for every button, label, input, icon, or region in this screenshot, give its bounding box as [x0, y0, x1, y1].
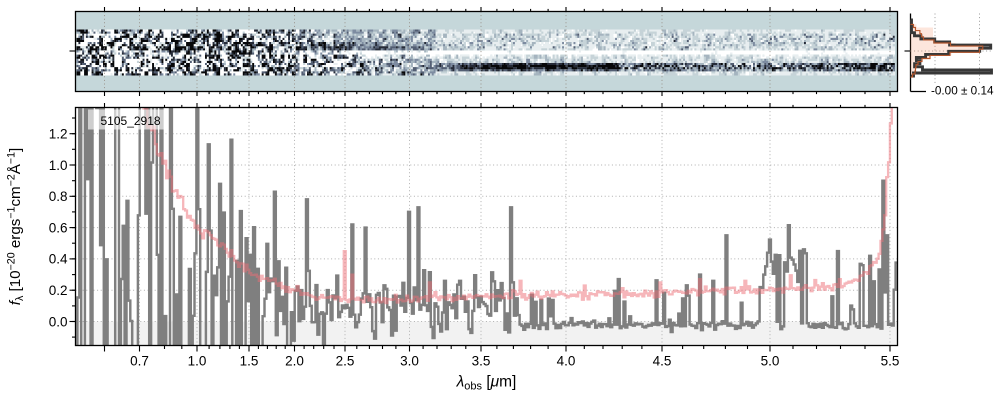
svg-text:λobs [μm]: λobs [μm]: [456, 374, 517, 393]
svg-text:4.5: 4.5: [653, 354, 672, 369]
svg-text:1.2: 1.2: [49, 127, 68, 142]
svg-text:4.0: 4.0: [557, 354, 576, 369]
svg-text:fλ [10−20 ergs−1cm−2Å−1]: fλ [10−20 ergs−1cm−2Å−1]: [6, 148, 26, 306]
svg-text:5.5: 5.5: [881, 354, 900, 369]
svg-text:5.0: 5.0: [761, 354, 780, 369]
svg-text:2.0: 2.0: [285, 354, 304, 369]
svg-text:0.4: 0.4: [49, 252, 68, 267]
svg-text:0.2: 0.2: [49, 283, 68, 298]
svg-text:3.5: 3.5: [472, 354, 491, 369]
svg-text:2.5: 2.5: [336, 354, 355, 369]
svg-text:0.6: 0.6: [49, 220, 68, 235]
svg-text:5105_2918: 5105_2918: [101, 114, 161, 128]
svg-text:0.8: 0.8: [49, 189, 68, 204]
svg-text:3.0: 3.0: [400, 354, 419, 369]
svg-text:0.7: 0.7: [130, 354, 149, 369]
svg-text:1.0: 1.0: [49, 158, 68, 173]
svg-text:1.0: 1.0: [188, 354, 207, 369]
svg-text:1.5: 1.5: [240, 354, 259, 369]
svg-text:-0.00 ± 0.14: -0.00 ± 0.14: [931, 84, 994, 98]
svg-text:0.0: 0.0: [49, 314, 68, 329]
